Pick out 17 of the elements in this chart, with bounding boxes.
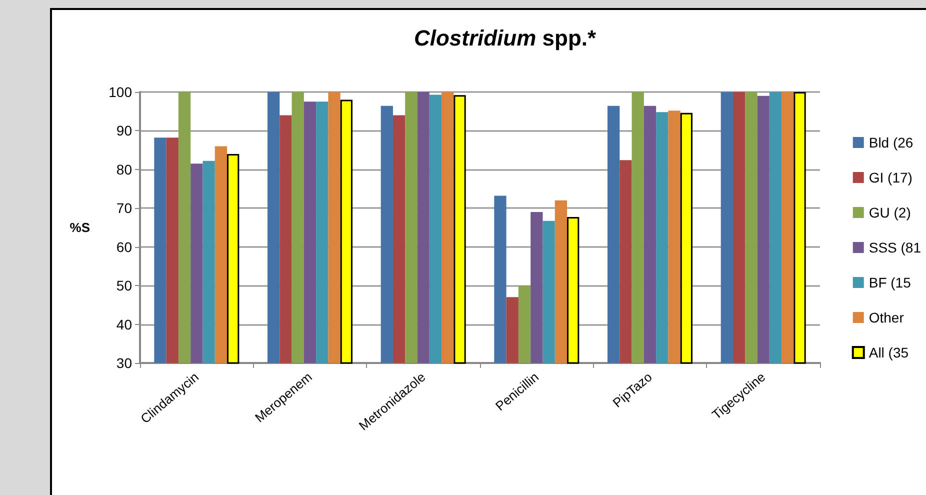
- y-tick-label: 30: [116, 355, 132, 371]
- legend-label: GU (2): [868, 204, 911, 220]
- legend-label: BF (15: [868, 274, 912, 290]
- y-tick-label: 60: [116, 238, 132, 255]
- y-axis-title: %S: [70, 220, 90, 235]
- legend-label: SSS (81: [868, 240, 922, 256]
- chart-title: Clostridium spp.*: [414, 26, 596, 50]
- legend-label: Other: [868, 310, 904, 326]
- y-tick-label: 40: [116, 316, 132, 332]
- y-tick-label: 50: [116, 278, 132, 294]
- y-tick-label: 100: [108, 84, 132, 100]
- legend-label: All (35: [868, 344, 909, 360]
- y-tick-label: 90: [116, 122, 132, 139]
- y-tick-label: 80: [116, 161, 132, 178]
- legend-label: GI (17): [868, 170, 912, 186]
- y-tick-label: 70: [116, 200, 132, 216]
- legend-label: Bld (26: [868, 134, 914, 150]
